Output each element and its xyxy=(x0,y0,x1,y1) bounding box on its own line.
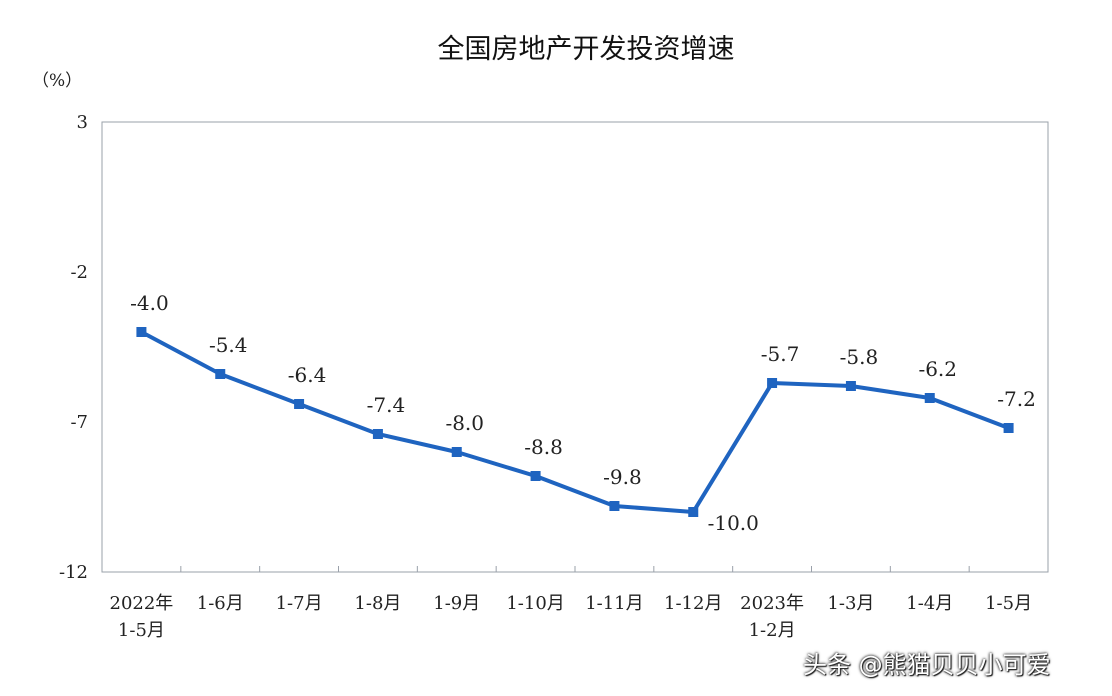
data-point xyxy=(136,327,147,337)
y-unit-label: （%） xyxy=(32,71,82,91)
y-tick-label: 3 xyxy=(77,112,88,133)
data-point xyxy=(767,378,778,388)
data-label: -6.4 xyxy=(288,363,327,387)
data-point xyxy=(372,429,383,439)
data-point xyxy=(688,507,699,517)
x-tick-label: 1-2月 xyxy=(749,620,796,641)
data-point xyxy=(924,393,935,403)
data-label: -4.0 xyxy=(130,291,169,315)
data-point xyxy=(609,501,620,511)
y-tick-label: -7 xyxy=(70,412,88,433)
data-label: -5.8 xyxy=(840,345,879,369)
y-tick-label: -2 xyxy=(70,262,88,283)
data-label: -10.0 xyxy=(708,511,759,535)
x-tick-label: 1-9月 xyxy=(433,593,480,614)
data-label: -9.8 xyxy=(603,465,642,489)
series-line xyxy=(140,330,1010,514)
data-point xyxy=(294,399,305,409)
data-labels: -4.0 -5.4 -6.4 -7.4 -8.0 -8.8 -9.8 -10.0 -5.7 -5.… xyxy=(130,291,1036,535)
data-point xyxy=(845,381,856,391)
data-point xyxy=(215,369,226,379)
y-tick-label: -12 xyxy=(59,562,88,583)
x-axis-ticks: 2022年 1-5月 1-6月 1-7月 1-8月 1-9月 1-10月 1-11月 1-12月… xyxy=(110,566,1032,641)
x-tick-label: 1-5月 xyxy=(118,620,165,641)
x-tick-label: 1-4月 xyxy=(906,593,953,614)
data-label: -7.4 xyxy=(367,393,406,417)
data-point xyxy=(1003,423,1014,433)
data-label: -8.0 xyxy=(445,411,484,435)
series-group xyxy=(136,327,1014,517)
watermark: 头条 @熊猫贝贝小可爱 xyxy=(803,651,1051,679)
data-label: -5.4 xyxy=(209,333,248,357)
data-point xyxy=(530,471,541,481)
x-tick-label: 1-5月 xyxy=(985,593,1032,614)
data-point xyxy=(451,447,462,457)
x-tick-label: 1-11月 xyxy=(585,593,643,614)
x-tick-label: 1-6月 xyxy=(197,593,244,614)
x-tick-label: 1-10月 xyxy=(506,593,564,614)
data-label: -5.7 xyxy=(761,342,800,366)
data-label: -8.8 xyxy=(524,435,563,459)
x-tick-label: 1-7月 xyxy=(276,593,323,614)
x-tick-label: 1-8月 xyxy=(354,593,401,614)
x-tick-label: 2023年 xyxy=(740,593,804,614)
chart-title: 全国房地产开发投资增速 xyxy=(438,34,735,65)
x-tick-label: 2022年 xyxy=(110,593,174,614)
data-label: -7.2 xyxy=(997,387,1036,411)
x-tick-label: 1-3月 xyxy=(827,593,874,614)
x-tick-label: 1-12月 xyxy=(664,593,722,614)
data-label: -6.2 xyxy=(918,357,957,381)
y-axis-ticks: 3 -2 -7 -12 xyxy=(59,112,88,583)
